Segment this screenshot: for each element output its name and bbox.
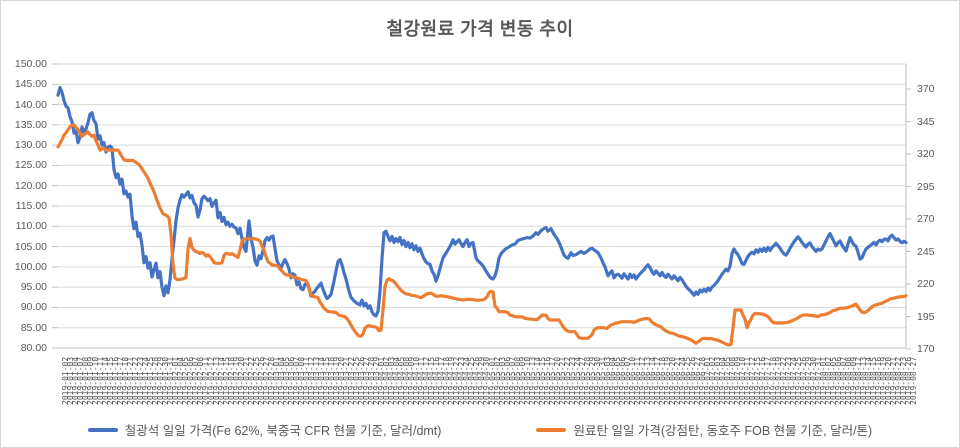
left-axis-tick-label: 150.00: [14, 58, 47, 70]
right-axis-tick-label: 245: [917, 245, 935, 258]
legend: 철광석 일일 가격(Fe 62%, 북중국 CFR 현물 기준, 달러/dmt)…: [1, 420, 959, 439]
left-axis-tick-label: 140.00: [14, 98, 47, 111]
left-axis-tick-label: 145.00: [14, 78, 47, 91]
left-axis-tick-label: 115.00: [15, 200, 47, 212]
right-axis-tick-label: 345: [917, 115, 935, 128]
left-axis-tick-label: 95.00: [20, 281, 47, 294]
right-axis-tick-label: 195: [917, 310, 935, 323]
legend-item-coking-coal[interactable]: 원료탄 일일 가격(강점탄, 동호주 FOB 현물 기준, 달러/톤): [536, 420, 872, 439]
left-axis-tick-label: 125.00: [14, 159, 47, 172]
left-axis-tick-label: 135.00: [14, 118, 47, 131]
iron-ore-legend-label: 철광석 일일 가격(Fe 62%, 북중국 CFR 현물 기준, 달러/dmt): [124, 424, 442, 438]
coking-coal-series-line: [56, 123, 908, 347]
left-axis-tick-label: 100.00: [14, 260, 47, 273]
right-axis-tick-label: 295: [917, 180, 935, 193]
left-axis-tick-label: 120.00: [14, 179, 47, 192]
iron-ore-legend-line-icon: [87, 427, 118, 432]
right-axis-tick-label: 370: [917, 83, 935, 95]
coking-coal-legend-label: 원료탄 일일 가격(강점탄, 동호주 FOB 현물 기준, 달러/톤): [573, 424, 873, 438]
right-axis-tick-label: 220: [917, 278, 935, 290]
iron-ore-series-line: [56, 85, 908, 318]
coking-coal-legend-line-icon: [536, 427, 567, 432]
legend-item-iron-ore[interactable]: 철광석 일일 가격(Fe 62%, 북중국 CFR 현물 기준, 달러/dmt): [87, 420, 442, 439]
left-axis-tick-label: 85.00: [20, 321, 47, 334]
left-axis-tick-label: 80.00: [20, 342, 47, 354]
left-axis-tick-label: 130.00: [14, 139, 47, 152]
x-axis-date-label: 2019-08-27: [909, 356, 918, 405]
left-axis-tick-label: 110.00: [15, 220, 47, 233]
right-axis-tick-label: 320: [917, 148, 935, 160]
right-axis-tick-label: 270: [917, 213, 935, 225]
chart-title: 철강원료 가격 변동 추이: [386, 19, 574, 39]
left-axis-tick-label: 105.00: [14, 240, 47, 253]
right-axis-tick-label: 170: [917, 343, 935, 355]
left-axis-tick-label: 90.00: [20, 301, 47, 314]
